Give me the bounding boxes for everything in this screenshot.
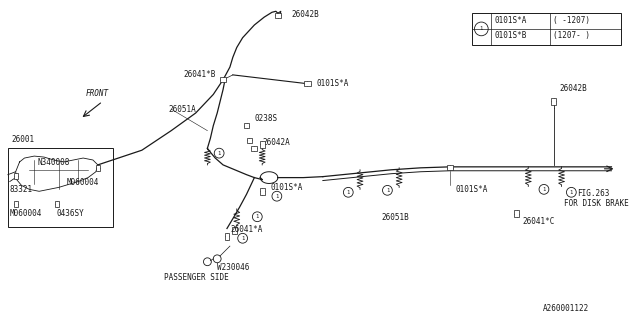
- Text: 1: 1: [275, 194, 278, 199]
- Bar: [252, 146, 257, 151]
- Text: 26051B: 26051B: [381, 213, 410, 222]
- Text: 0101S*A: 0101S*A: [494, 16, 527, 25]
- Text: ( -1207): ( -1207): [553, 16, 589, 25]
- Text: W230046: W230046: [217, 263, 250, 272]
- Text: 1: 1: [241, 236, 244, 241]
- Text: 1: 1: [255, 214, 259, 219]
- Bar: [260, 188, 264, 195]
- Text: 1: 1: [218, 151, 221, 156]
- Text: A260001122: A260001122: [543, 304, 589, 313]
- Text: 0101S*A: 0101S*A: [270, 182, 302, 191]
- Bar: [551, 98, 556, 105]
- Bar: [447, 165, 454, 170]
- Text: 0436SY: 0436SY: [57, 209, 84, 218]
- Text: 1: 1: [386, 188, 389, 193]
- Text: (1207- ): (1207- ): [553, 31, 589, 40]
- Bar: [220, 77, 227, 82]
- Bar: [275, 13, 281, 18]
- Text: 1: 1: [570, 190, 573, 195]
- Text: M060004: M060004: [10, 209, 42, 218]
- Text: FOR DISK BRAKE: FOR DISK BRAKE: [563, 199, 628, 208]
- Bar: [13, 201, 18, 207]
- Text: N340008: N340008: [37, 158, 70, 167]
- Text: 26051A: 26051A: [168, 105, 196, 114]
- Text: 26042A: 26042A: [262, 139, 290, 148]
- Text: FRONT: FRONT: [86, 89, 109, 98]
- Text: 0101S*A: 0101S*A: [317, 79, 349, 88]
- Text: PASSENGER SIDE: PASSENGER SIDE: [164, 274, 229, 283]
- Text: 0101S*A: 0101S*A: [456, 185, 488, 195]
- Text: M060004: M060004: [67, 178, 99, 187]
- Bar: [246, 138, 252, 143]
- Text: 26041*B: 26041*B: [184, 70, 216, 79]
- Bar: [225, 233, 229, 240]
- Bar: [304, 81, 310, 86]
- Bar: [13, 173, 18, 179]
- Text: 0238S: 0238S: [254, 114, 278, 123]
- Bar: [514, 210, 519, 217]
- Text: 26041*C: 26041*C: [522, 217, 555, 226]
- Bar: [232, 227, 237, 234]
- Bar: [244, 123, 250, 128]
- Bar: [260, 141, 264, 148]
- Bar: [472, 13, 621, 44]
- Text: 26042B: 26042B: [559, 84, 588, 93]
- Text: FIG.263: FIG.263: [577, 189, 609, 198]
- Text: 26041*A: 26041*A: [231, 225, 263, 234]
- Bar: [8, 148, 113, 227]
- Bar: [55, 201, 59, 207]
- Text: 1: 1: [347, 190, 350, 195]
- Text: 1: 1: [542, 187, 545, 192]
- Bar: [96, 165, 100, 171]
- Text: 0101S*B: 0101S*B: [494, 31, 527, 40]
- Text: 26001: 26001: [12, 135, 35, 144]
- Text: 1: 1: [480, 27, 483, 31]
- Text: 26042B: 26042B: [292, 10, 319, 19]
- Text: 83321: 83321: [10, 185, 33, 195]
